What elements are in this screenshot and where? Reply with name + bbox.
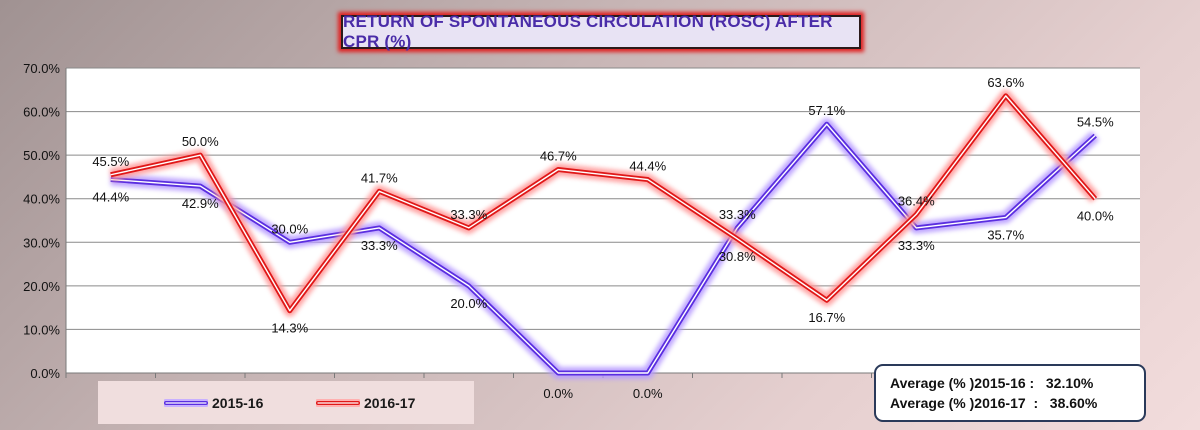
data-label-2016-17: 63.6%: [987, 75, 1024, 90]
averages-box: Average (% )2015-16 : 32.10% Average (% …: [874, 364, 1146, 422]
data-label-2016-17: 33.3%: [450, 207, 487, 222]
y-tick-label: 70.0%: [23, 61, 60, 76]
series-2015-16: [110, 118, 1100, 379]
data-label-2015-16: 30.0%: [271, 221, 308, 236]
average-row-2015-16: Average (% )2015-16 : 32.10%: [890, 373, 1144, 393]
data-label-2015-16: 44.4%: [92, 190, 129, 205]
data-label-2016-17: 50.0%: [182, 134, 219, 149]
legend-swatch-2016-17: [316, 399, 360, 407]
data-label-2016-17: 30.8%: [719, 249, 756, 264]
data-label-2016-17: 41.7%: [361, 170, 398, 185]
average-value: 32.10%: [1045, 375, 1094, 391]
data-label-2015-16: 54.5%: [1077, 115, 1114, 130]
data-label-2016-17: 36.4%: [898, 193, 935, 208]
legend-label-2016-17: 2016-17: [364, 395, 416, 411]
data-label-2016-17: 16.7%: [808, 310, 845, 325]
data-label-2015-16: 57.1%: [808, 103, 845, 118]
legend-item-2016-17: 2016-17: [316, 395, 415, 411]
average-label: Average (% )2016-17 :: [890, 395, 1039, 411]
data-label-2016-17: 40.0%: [1077, 209, 1114, 224]
y-tick-label: 0.0%: [30, 366, 60, 381]
series-line-highlight: [110, 123, 1096, 374]
data-label-2016-17: 45.5%: [92, 154, 129, 169]
y-tick-label: 30.0%: [23, 235, 60, 250]
data-label-2015-16: 33.3%: [361, 238, 398, 253]
data-label-2015-16: 42.9%: [182, 196, 219, 211]
legend-item-2015-16: 2015-16: [164, 395, 263, 411]
legend-label-2015-16: 2015-16: [212, 395, 264, 411]
legend-swatch-2015-16: [164, 399, 208, 407]
series-2016-17: [109, 89, 1100, 317]
data-label-2015-16: 33.3%: [719, 207, 756, 222]
average-label: Average (% )2015-16 :: [890, 375, 1035, 391]
data-label-2016-17: 44.4%: [629, 159, 666, 174]
data-label-2015-16: 0.0%: [543, 386, 573, 401]
y-tick-label: 10.0%: [23, 322, 60, 337]
y-tick-label: 50.0%: [23, 148, 60, 163]
data-label-2015-16: 20.0%: [450, 296, 487, 311]
data-label-2015-16: 35.7%: [987, 227, 1024, 242]
chart-title: RETURN OF SPONTANEOUS CIRCULATION (ROSC)…: [341, 12, 861, 51]
chart-legend: 2015-16 2016-17: [98, 381, 474, 424]
data-label-2016-17: 14.3%: [271, 321, 308, 336]
y-tick-label: 40.0%: [23, 192, 60, 207]
average-value: 38.60%: [1049, 395, 1098, 411]
average-row-2016-17: Average (% )2016-17 : 38.60%: [890, 393, 1144, 413]
data-label-2016-17: 46.7%: [540, 149, 577, 164]
data-label-2015-16: 33.3%: [898, 238, 935, 253]
y-tick-label: 60.0%: [23, 105, 60, 120]
series-line-highlight: [110, 95, 1096, 312]
data-label-2015-16: 0.0%: [633, 386, 663, 401]
y-tick-label: 20.0%: [23, 279, 60, 294]
